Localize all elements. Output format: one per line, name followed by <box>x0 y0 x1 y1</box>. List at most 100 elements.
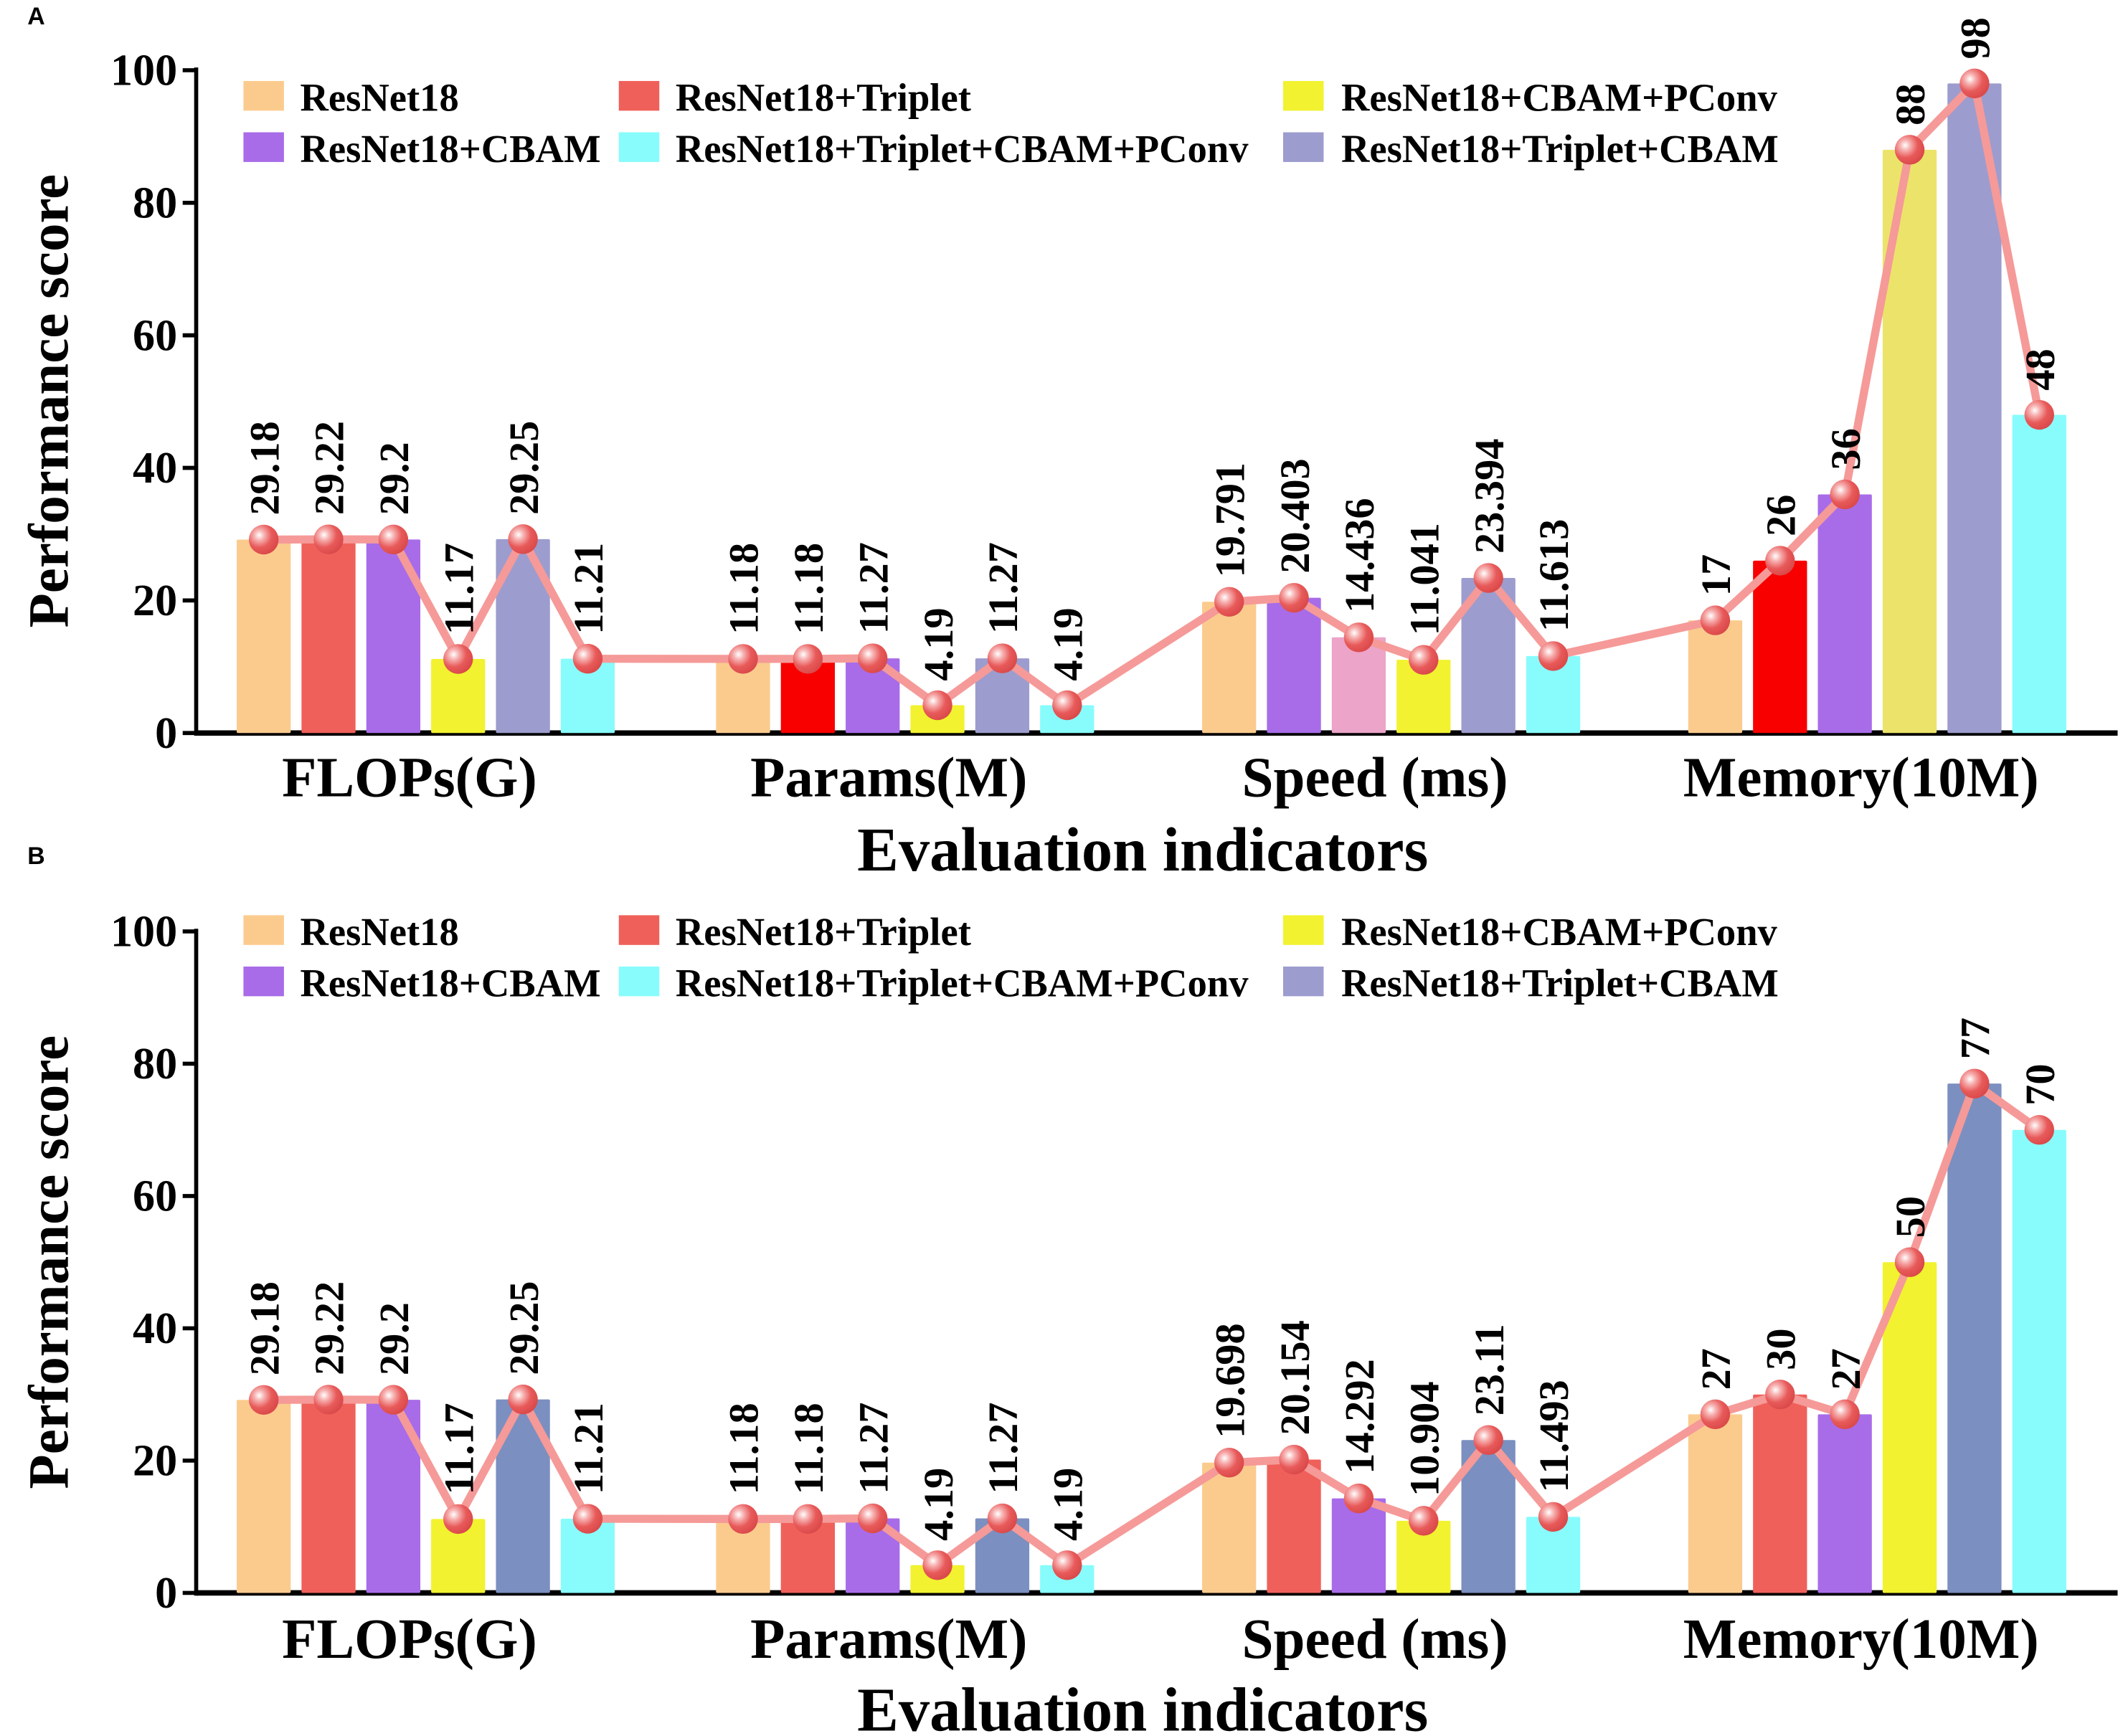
x-category-label: FLOPs(G) <box>282 1608 537 1671</box>
bar <box>1882 1262 1937 1593</box>
line-marker <box>1214 1448 1244 1478</box>
x-category-label: Params(M) <box>750 747 1027 810</box>
legend-swatch <box>1283 915 1324 945</box>
bar <box>1753 1394 1807 1593</box>
legend-label: ResNet18+CBAM <box>300 961 600 1005</box>
line-marker <box>1894 1247 1925 1277</box>
data-label: 11.27 <box>980 1403 1026 1494</box>
data-label: 29.18 <box>241 421 288 515</box>
y-tick-label: 40 <box>133 444 177 493</box>
data-label: 48 <box>2017 348 2063 390</box>
line-marker <box>1343 1483 1374 1514</box>
bar <box>1947 83 2002 734</box>
line-marker <box>1959 1068 1990 1099</box>
line-marker <box>2024 1115 2054 1145</box>
line-marker <box>378 1385 409 1415</box>
bar <box>1461 578 1516 734</box>
legend-swatch <box>243 80 284 111</box>
line-marker <box>1538 641 1569 671</box>
data-label: 11.041 <box>1401 523 1448 635</box>
legend-label: ResNet18+CBAM+PConv <box>1341 910 1778 954</box>
y-tick-label: 80 <box>133 179 177 227</box>
data-label: 77 <box>1952 1018 1999 1059</box>
legend-label: ResNet18+CBAM <box>300 127 600 171</box>
bar <box>2012 1129 2066 1593</box>
y-tick-label: 100 <box>110 47 177 95</box>
data-label: 4.19 <box>1045 1468 1092 1541</box>
legend-swatch <box>1283 966 1324 997</box>
line-marker <box>1409 1506 1439 1536</box>
data-label: 29.2 <box>371 1302 417 1375</box>
line-marker <box>1473 563 1503 593</box>
bar <box>1202 602 1257 734</box>
data-label: 4.19 <box>915 1468 962 1541</box>
legend-swatch <box>1283 132 1324 162</box>
line-marker <box>508 1384 538 1415</box>
y-tick-label: 20 <box>133 1437 177 1486</box>
data-label: 4.19 <box>1045 607 1092 680</box>
bar <box>1396 1520 1451 1593</box>
bar <box>366 539 421 734</box>
data-label: 11.21 <box>565 543 612 635</box>
bar <box>237 1400 291 1593</box>
chart-panel-b: B 0 20 40 60 80 100 Performance score FLOPs(G) Pa… <box>19 843 2118 1736</box>
line-marker <box>987 643 1018 673</box>
line-marker <box>857 643 888 673</box>
bar <box>301 1399 356 1593</box>
data-label: 11.21 <box>565 1403 612 1494</box>
data-label: 19.791 <box>1206 463 1253 578</box>
bar <box>1331 637 1386 734</box>
legend-swatch <box>618 80 660 111</box>
line-marker <box>1052 690 1082 721</box>
data-label: 11.18 <box>721 1403 767 1494</box>
legend-label: ResNet18 <box>300 910 458 954</box>
bar <box>1882 149 1937 734</box>
line-marker <box>1279 582 1309 613</box>
y-tick-label: 40 <box>133 1304 177 1353</box>
line-marker <box>1959 68 1990 99</box>
data-label: 70 <box>2017 1063 2063 1105</box>
bar <box>301 539 356 734</box>
y-tick-label: 0 <box>155 709 177 758</box>
bar <box>716 658 770 734</box>
bar <box>975 1518 1030 1593</box>
bar <box>975 658 1030 734</box>
line-marker <box>313 1385 344 1415</box>
data-label: 29.18 <box>241 1281 288 1375</box>
line-marker <box>857 1503 888 1534</box>
data-label: 11.18 <box>785 543 832 635</box>
data-label: 26 <box>1758 495 1805 536</box>
y-tick-label: 20 <box>133 577 177 625</box>
line-marker <box>1343 622 1374 653</box>
bar <box>560 658 615 734</box>
line-marker <box>572 643 603 674</box>
y-axis-label: Performance score <box>19 1035 81 1489</box>
data-label: 20.154 <box>1272 1320 1318 1436</box>
line-marker <box>793 1504 823 1535</box>
legend-label: ResNet18+Triplet+CBAM <box>1341 961 1779 1005</box>
line-marker <box>443 644 473 674</box>
data-label: 11.613 <box>1531 519 1577 632</box>
line-marker <box>728 1504 758 1535</box>
line-marker <box>1409 645 1439 675</box>
legend-swatch <box>1283 80 1324 111</box>
line-marker <box>1214 587 1244 617</box>
bar <box>846 658 900 734</box>
line-marker <box>987 1503 1018 1534</box>
bar <box>237 539 291 734</box>
legend-swatch <box>618 915 660 945</box>
bar <box>1817 1414 1872 1593</box>
data-label: 27 <box>1822 1348 1869 1390</box>
data-label: 29.22 <box>306 421 353 515</box>
data-label: 11.17 <box>435 543 482 635</box>
bar <box>2012 414 2066 734</box>
legend-swatch <box>618 132 660 162</box>
y-tick-label: 100 <box>110 908 177 957</box>
panel-label: B <box>27 843 44 870</box>
bar <box>1753 560 1807 734</box>
data-label: 11.27 <box>980 542 1026 634</box>
data-label: 98 <box>1952 17 1999 59</box>
line-marker <box>1538 1502 1569 1532</box>
line-marker <box>1279 1444 1309 1475</box>
data-label: 11.27 <box>850 1403 897 1494</box>
